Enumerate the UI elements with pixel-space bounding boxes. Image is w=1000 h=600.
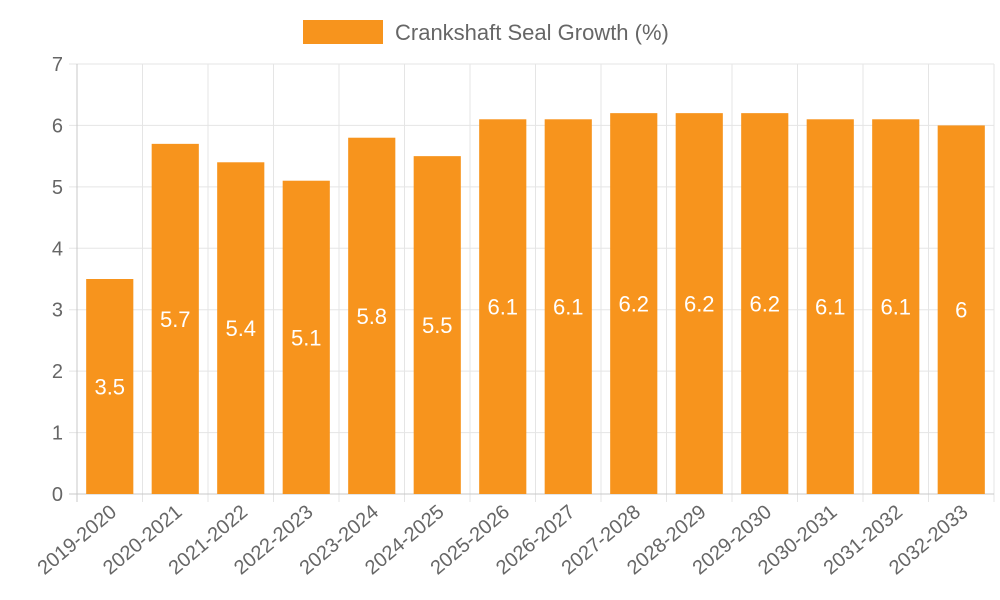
bar-value-label: 6 — [955, 298, 967, 323]
y-tick-label: 3 — [52, 300, 63, 322]
y-tick-label: 6 — [52, 115, 63, 137]
legend: Crankshaft Seal Growth (%) — [303, 20, 669, 45]
data-labels: 3.5 5.7 5.4 5.1 5.8 5.5 6.1 6.1 6.2 6.2 6.2 6.1 6.1 6 — [94, 292, 967, 400]
y-tick-label: 7 — [52, 54, 63, 76]
bar-value-label: 6.2 — [749, 292, 780, 317]
bar-value-label: 5.5 — [422, 313, 453, 338]
bar-value-label: 6.2 — [618, 292, 649, 317]
bar — [610, 113, 658, 495]
bar — [675, 113, 723, 495]
y-tick-label: 4 — [52, 238, 63, 260]
bar — [741, 113, 789, 495]
bar-value-label: 6.1 — [880, 295, 911, 320]
bar-value-label: 5.1 — [291, 325, 322, 350]
bar — [348, 137, 396, 494]
bar — [544, 119, 592, 495]
bar — [151, 143, 199, 494]
bar-value-label: 3.5 — [94, 375, 125, 400]
bar — [86, 279, 134, 494]
bar — [937, 125, 985, 494]
bar-value-label: 6.1 — [815, 295, 846, 320]
bar — [413, 156, 461, 494]
bar-value-label: 5.8 — [356, 304, 387, 329]
bar — [806, 119, 854, 495]
bar-value-label: 5.7 — [160, 307, 191, 332]
y-tick-label: 5 — [52, 177, 63, 199]
bars — [86, 113, 985, 495]
bar — [872, 119, 920, 495]
legend-swatch — [303, 20, 383, 44]
gridlines — [69, 63, 995, 502]
bar — [217, 162, 265, 495]
bar-value-label: 6.1 — [487, 295, 518, 320]
y-tick-label: 0 — [52, 484, 63, 506]
bar-value-label: 6.1 — [553, 295, 584, 320]
bar-value-label: 6.2 — [684, 292, 715, 317]
y-tick-label: 2 — [52, 361, 63, 383]
legend-label: Crankshaft Seal Growth (%) — [395, 20, 669, 45]
y-tick-label: 1 — [52, 423, 63, 445]
bar-value-label: 5.4 — [225, 316, 256, 341]
bar — [479, 119, 527, 495]
bar — [282, 180, 330, 494]
